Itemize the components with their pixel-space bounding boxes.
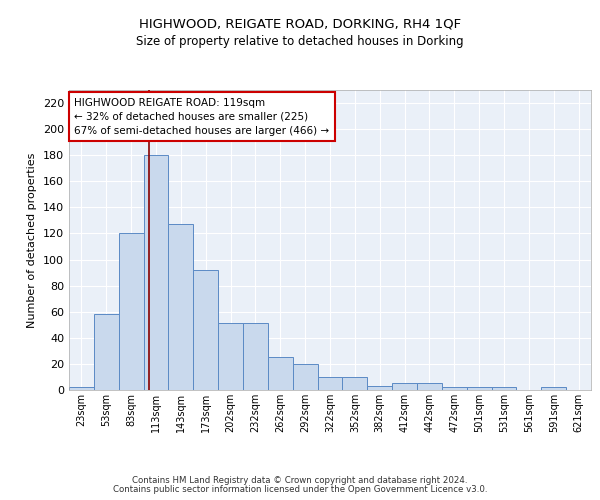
Bar: [243, 324, 268, 390]
Bar: [143, 155, 169, 390]
Bar: [268, 358, 293, 390]
Bar: [442, 388, 467, 390]
Bar: [417, 384, 442, 390]
Bar: [69, 388, 94, 390]
Text: Size of property relative to detached houses in Dorking: Size of property relative to detached ho…: [136, 35, 464, 48]
Bar: [218, 324, 243, 390]
Bar: [119, 234, 143, 390]
Bar: [343, 377, 367, 390]
Bar: [193, 270, 218, 390]
Bar: [491, 388, 517, 390]
Bar: [293, 364, 317, 390]
Bar: [94, 314, 119, 390]
Text: HIGHWOOD REIGATE ROAD: 119sqm
← 32% of detached houses are smaller (225)
67% of : HIGHWOOD REIGATE ROAD: 119sqm ← 32% of d…: [74, 98, 329, 136]
Bar: [169, 224, 193, 390]
Bar: [317, 377, 343, 390]
Bar: [541, 388, 566, 390]
Text: Contains HM Land Registry data © Crown copyright and database right 2024.: Contains HM Land Registry data © Crown c…: [132, 476, 468, 485]
Y-axis label: Number of detached properties: Number of detached properties: [28, 152, 37, 328]
Bar: [367, 386, 392, 390]
Bar: [467, 388, 491, 390]
Text: HIGHWOOD, REIGATE ROAD, DORKING, RH4 1QF: HIGHWOOD, REIGATE ROAD, DORKING, RH4 1QF: [139, 18, 461, 30]
Bar: [392, 384, 417, 390]
Text: Contains public sector information licensed under the Open Government Licence v3: Contains public sector information licen…: [113, 485, 487, 494]
